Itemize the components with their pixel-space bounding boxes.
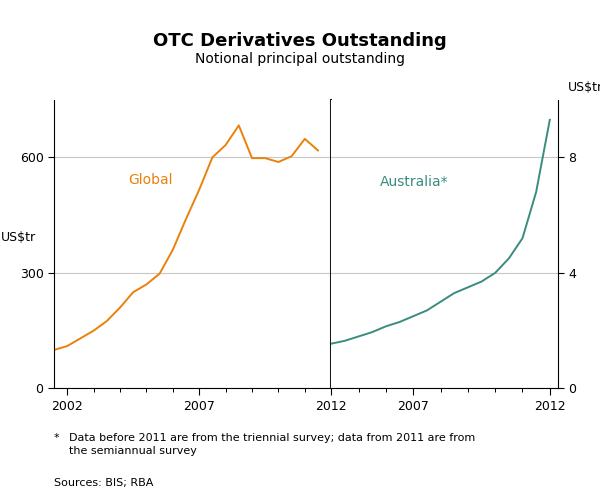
Text: Global: Global <box>128 173 172 187</box>
Text: Sources: BIS; RBA: Sources: BIS; RBA <box>54 478 154 488</box>
Text: OTC Derivatives Outstanding: OTC Derivatives Outstanding <box>153 32 447 50</box>
Text: Data before 2011 are from the triennial survey; data from 2011 are from
the semi: Data before 2011 are from the triennial … <box>69 433 475 457</box>
Y-axis label: US$tr: US$tr <box>1 231 35 244</box>
Y-axis label: US$tr: US$tr <box>568 81 600 94</box>
Text: Australia*: Australia* <box>380 175 449 189</box>
Text: Notional principal outstanding: Notional principal outstanding <box>195 52 405 66</box>
Text: *: * <box>54 433 59 443</box>
